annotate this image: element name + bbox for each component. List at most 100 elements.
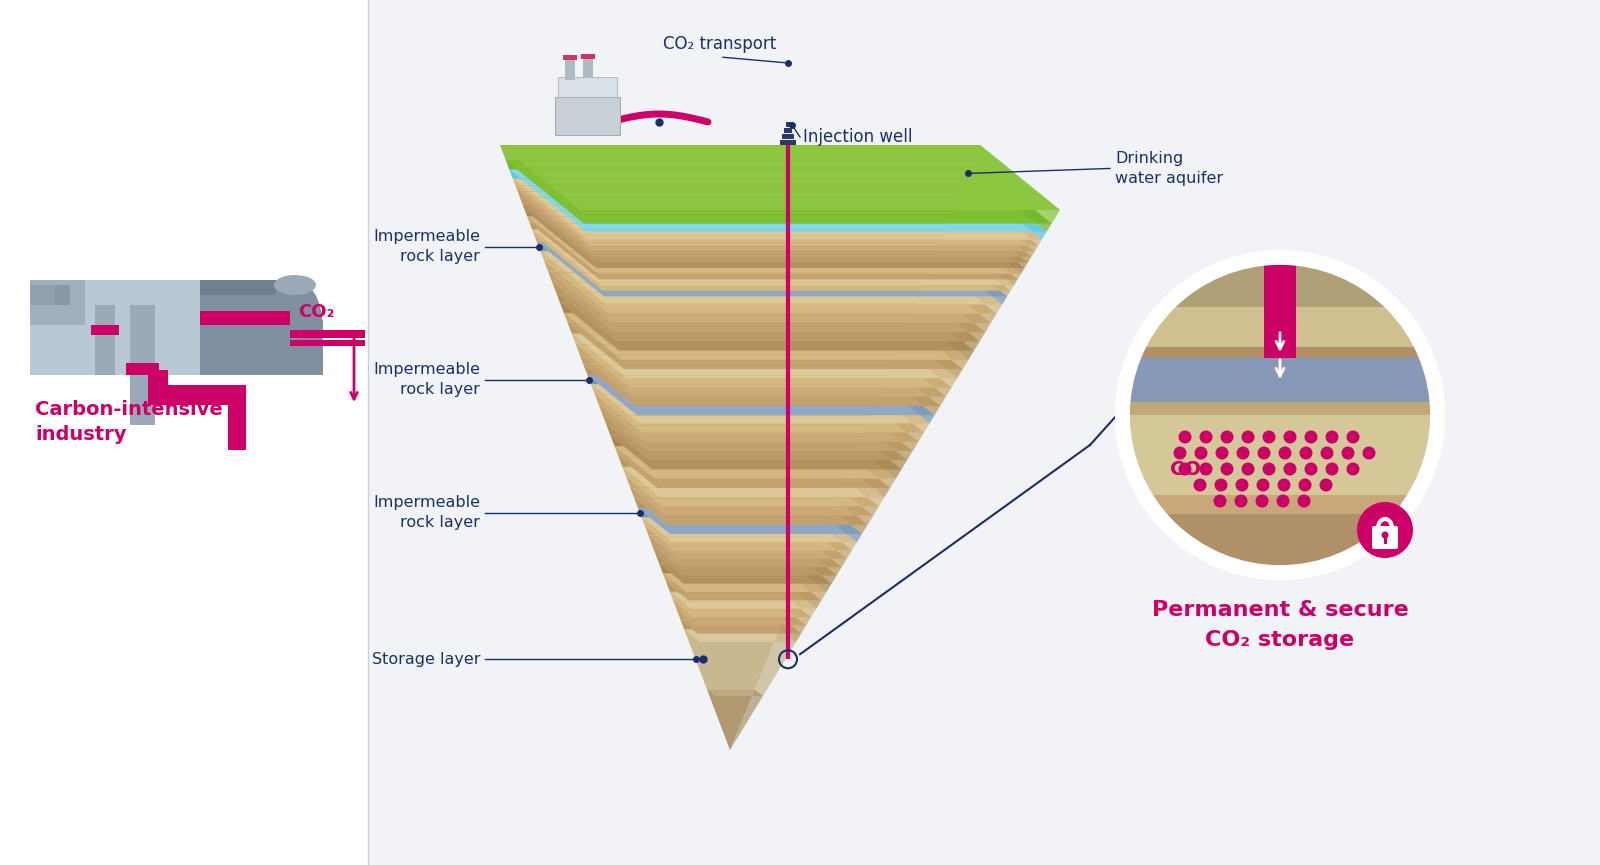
Polygon shape: [915, 292, 979, 350]
Polygon shape: [898, 334, 957, 388]
Polygon shape: [656, 554, 837, 575]
Polygon shape: [755, 629, 797, 696]
Polygon shape: [560, 303, 974, 350]
Text: CO₂ transport: CO₂ transport: [664, 35, 776, 53]
Text: CO₂: CO₂: [298, 303, 334, 321]
Polygon shape: [568, 324, 963, 369]
Polygon shape: [614, 446, 856, 457]
Polygon shape: [552, 282, 923, 292]
Polygon shape: [890, 355, 946, 406]
Polygon shape: [530, 223, 947, 229]
Polygon shape: [680, 619, 802, 634]
Circle shape: [1298, 495, 1310, 508]
Polygon shape: [662, 573, 827, 592]
Polygon shape: [838, 477, 878, 516]
Circle shape: [1179, 431, 1192, 444]
Polygon shape: [618, 457, 851, 466]
Polygon shape: [781, 619, 802, 642]
Polygon shape: [549, 272, 990, 323]
Bar: [30, 280, 270, 375]
Circle shape: [1299, 478, 1312, 491]
Circle shape: [1173, 446, 1187, 459]
Polygon shape: [520, 197, 958, 203]
Polygon shape: [931, 251, 1002, 314]
Text: Permanent & secure: Permanent & secure: [1152, 600, 1408, 620]
Polygon shape: [670, 592, 795, 601]
Circle shape: [1341, 446, 1355, 459]
Bar: [200, 280, 280, 295]
Text: CO₂ storage: CO₂ storage: [1205, 630, 1355, 650]
Polygon shape: [648, 535, 846, 559]
Polygon shape: [534, 235, 942, 242]
Circle shape: [1216, 446, 1229, 459]
Bar: [149, 370, 168, 405]
Polygon shape: [509, 170, 1046, 232]
Polygon shape: [506, 160, 1051, 223]
Polygon shape: [859, 426, 907, 470]
Bar: [30, 280, 85, 325]
Polygon shape: [626, 477, 843, 487]
Polygon shape: [822, 517, 858, 550]
Circle shape: [1200, 463, 1213, 476]
Polygon shape: [538, 242, 941, 251]
Polygon shape: [549, 272, 928, 282]
Polygon shape: [509, 170, 970, 178]
Polygon shape: [902, 324, 963, 378]
Polygon shape: [648, 535, 819, 545]
Circle shape: [1200, 431, 1213, 444]
Polygon shape: [571, 334, 957, 378]
Polygon shape: [614, 446, 896, 478]
Polygon shape: [834, 487, 874, 525]
Polygon shape: [552, 282, 986, 332]
Polygon shape: [645, 527, 822, 535]
Polygon shape: [579, 355, 893, 364]
Polygon shape: [666, 582, 800, 592]
Polygon shape: [541, 251, 936, 261]
Text: Impermeable
rock layer: Impermeable rock layer: [373, 496, 480, 530]
Circle shape: [1278, 446, 1291, 459]
Polygon shape: [515, 184, 1038, 246]
Circle shape: [1262, 463, 1275, 476]
Circle shape: [1277, 478, 1291, 491]
Circle shape: [1277, 495, 1290, 508]
Bar: [200, 295, 280, 375]
Polygon shape: [520, 197, 1032, 257]
Polygon shape: [595, 394, 877, 405]
Polygon shape: [603, 415, 869, 426]
Circle shape: [1242, 431, 1254, 444]
Polygon shape: [910, 303, 974, 360]
Polygon shape: [893, 344, 952, 397]
Bar: [582, 57, 594, 77]
Circle shape: [1179, 463, 1192, 476]
Circle shape: [1363, 446, 1376, 459]
Bar: [1125, 415, 1435, 495]
Polygon shape: [563, 313, 968, 360]
Bar: [581, 54, 595, 59]
Polygon shape: [814, 535, 846, 567]
Polygon shape: [685, 629, 797, 642]
Polygon shape: [826, 508, 862, 542]
Circle shape: [1221, 431, 1234, 444]
Polygon shape: [685, 629, 781, 689]
Polygon shape: [906, 313, 968, 369]
Polygon shape: [544, 261, 997, 314]
Polygon shape: [603, 415, 912, 451]
Polygon shape: [677, 611, 806, 625]
Polygon shape: [584, 364, 941, 406]
Circle shape: [1213, 495, 1227, 508]
Polygon shape: [670, 592, 816, 609]
Polygon shape: [531, 229, 1014, 285]
Circle shape: [1283, 431, 1296, 444]
Bar: [784, 128, 792, 133]
Polygon shape: [606, 426, 907, 460]
Bar: [1125, 306, 1435, 347]
Polygon shape: [587, 375, 885, 384]
Bar: [200, 311, 290, 325]
Polygon shape: [576, 344, 952, 388]
Polygon shape: [656, 554, 811, 564]
Polygon shape: [530, 223, 1018, 279]
Polygon shape: [792, 592, 816, 617]
Circle shape: [1347, 463, 1360, 476]
Circle shape: [1214, 478, 1227, 491]
Circle shape: [1115, 250, 1445, 580]
